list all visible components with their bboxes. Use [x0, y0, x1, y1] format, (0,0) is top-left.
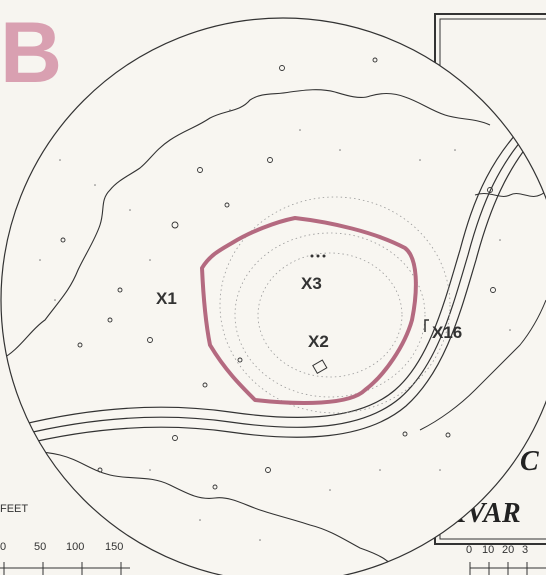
scale-unit: FEET [0, 503, 28, 515]
inset-tick-0: 0 [466, 544, 472, 556]
label-x3: X3 [301, 274, 322, 293]
scatter-dots [60, 57, 496, 490]
x16-bracket [424, 319, 429, 332]
contour-rings [219, 196, 451, 414]
map-features [1, 57, 546, 575]
vegetation-edge-right [419, 299, 546, 431]
feature-dots-x3 [310, 254, 326, 258]
vegetation-edge-lower [1, 451, 401, 575]
scale-tick-50: 50 [34, 541, 46, 553]
feature-square-x2 [312, 359, 328, 375]
panel-letter: B [0, 5, 62, 101]
vegetation-edge-upper [1, 89, 491, 361]
inset-title-fragment-1: C [520, 446, 539, 477]
scale-bar: FEET 0 50 100 150 [0, 503, 130, 575]
label-x16: X16 [432, 323, 462, 342]
scale-tick-0: 0 [0, 541, 6, 553]
road [19, 104, 546, 446]
mound-outline [200, 216, 418, 405]
inset-tick-20: 20 [502, 544, 514, 556]
inset-tick-10: 10 [482, 544, 494, 556]
scale-tick-100: 100 [66, 541, 84, 553]
label-x1: X1 [156, 289, 177, 308]
scale-tick-150: 150 [105, 541, 123, 553]
label-x2: X2 [308, 332, 329, 351]
inset-scale-bar: 0 10 20 3 [466, 544, 546, 575]
inset-tick-30: 3 [522, 544, 528, 556]
map-circle [0, 17, 546, 575]
